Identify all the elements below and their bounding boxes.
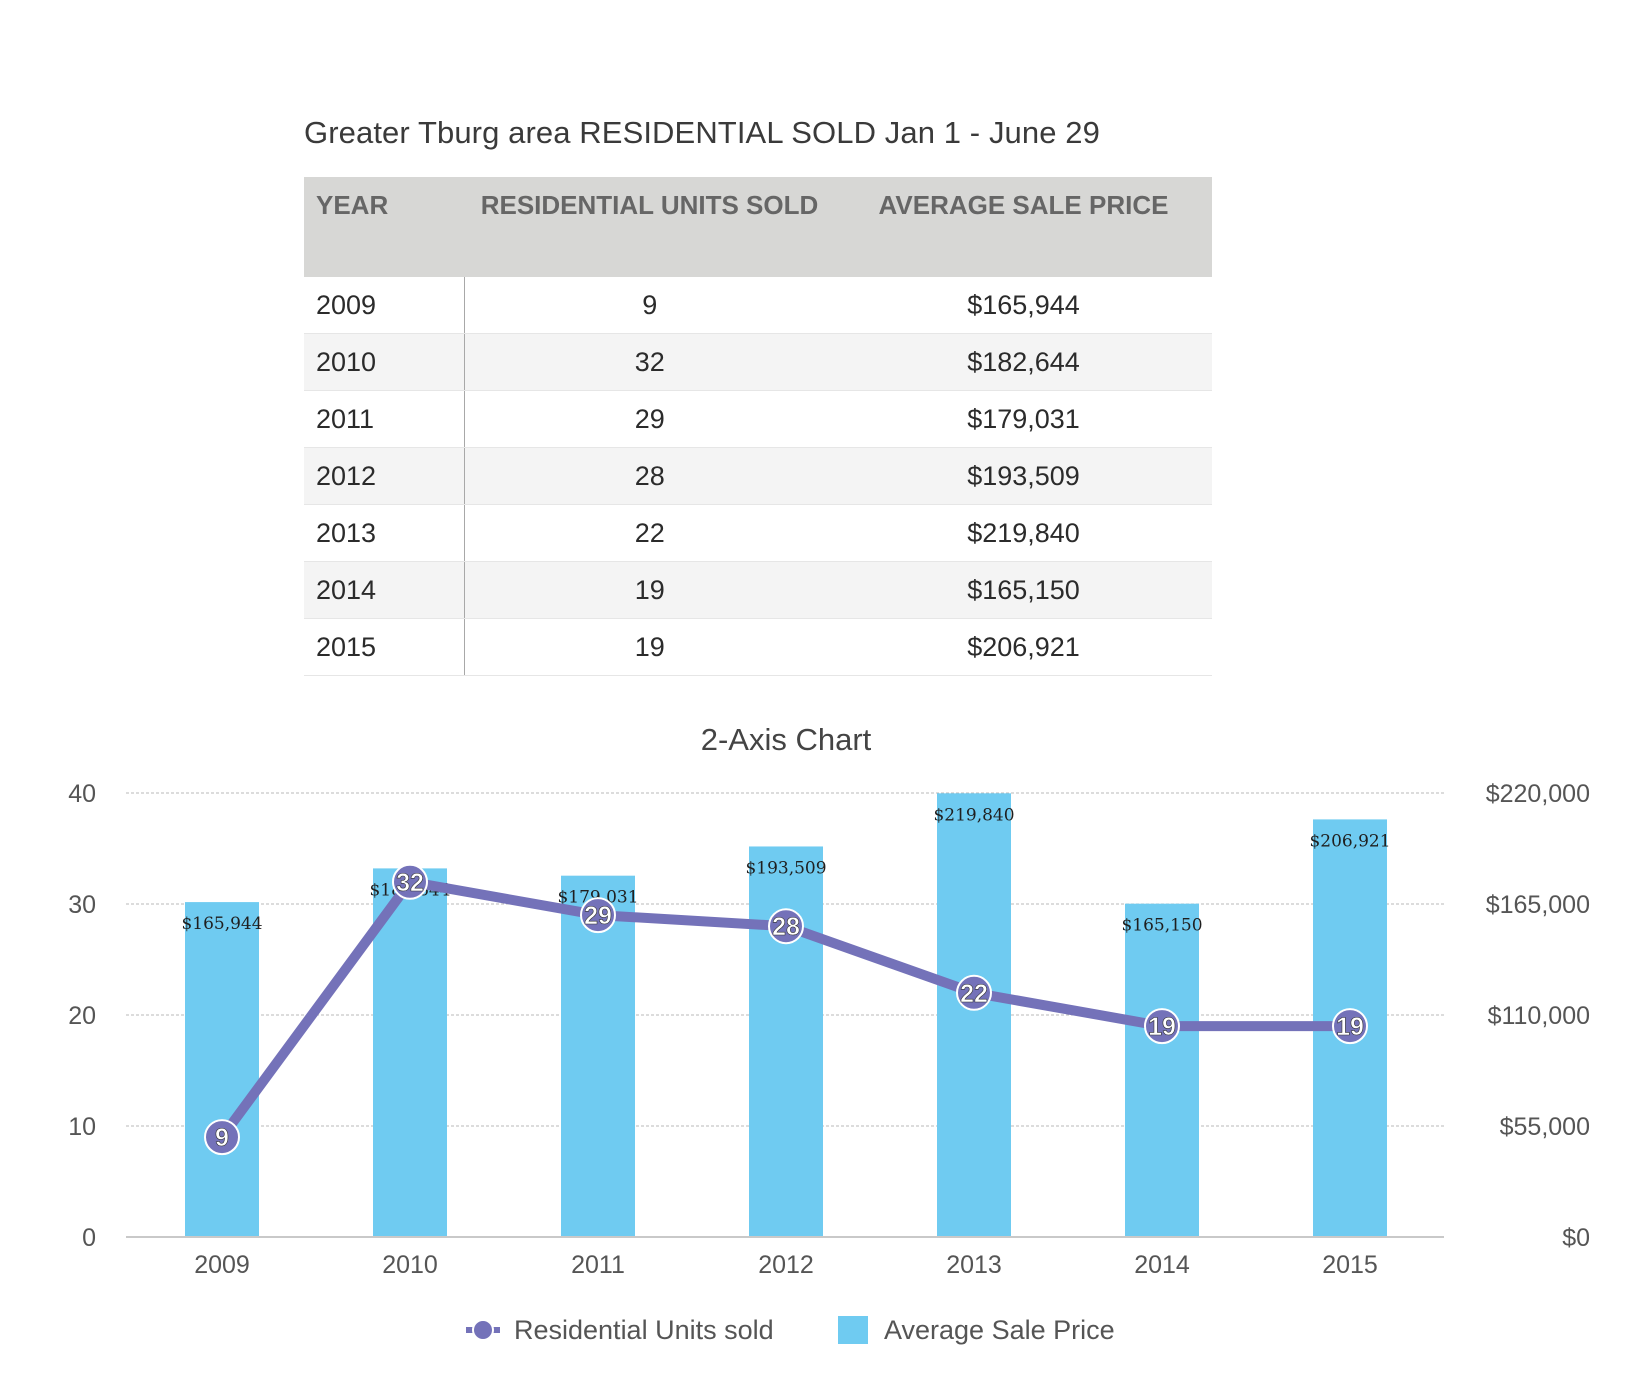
line-point-label: 29 [584, 902, 612, 930]
table-title: Greater Tburg area RESIDENTIAL SOLD Jan … [304, 115, 1100, 150]
y-right-tick-label: $110,000 [1488, 1002, 1590, 1030]
bar-average-sale-price [1125, 903, 1199, 1237]
line-point-label: 32 [396, 869, 424, 897]
cell-price: $165,944 [835, 277, 1212, 334]
y-right-tick-label: $0 [1562, 1224, 1590, 1252]
line-point-label: 19 [1148, 1013, 1176, 1041]
x-tick-label: 2015 [1322, 1251, 1378, 1279]
table-row: 2013 22 $219,840 [304, 504, 1212, 562]
legend-label-units: Residential Units sold [514, 1315, 774, 1345]
line-point-label: 19 [1336, 1013, 1364, 1041]
y-left-tick-label: 30 [68, 891, 96, 919]
cell-year: 2010 [304, 333, 465, 391]
bar-average-sale-price [561, 875, 635, 1237]
y-left-tick-label: 0 [82, 1224, 96, 1252]
cell-year: 2015 [304, 618, 465, 676]
table-row: 2011 29 $179,031 [304, 390, 1212, 448]
line-point [1332, 1008, 1368, 1045]
table-header-row: YEAR RESIDENTIAL UNITS SOLD AVERAGE SALE… [304, 177, 1212, 277]
bar-value-label: $219,840 [933, 805, 1014, 825]
cell-price: $206,921 [835, 618, 1212, 676]
line-point [956, 974, 992, 1011]
table-row: 2009 9 $165,944 [304, 277, 1212, 334]
bar-value-label: $193,509 [745, 858, 826, 878]
x-tick-label: 2014 [1134, 1251, 1190, 1279]
line-point [392, 863, 428, 900]
bar-average-sale-price [937, 793, 1011, 1237]
line-point [204, 1119, 240, 1156]
sales-table: YEAR RESIDENTIAL UNITS SOLD AVERAGE SALE… [304, 177, 1212, 676]
y-left-tick-label: 10 [68, 1113, 96, 1141]
table-row: 2012 28 $193,509 [304, 447, 1212, 505]
bar-value-label: $165,150 [1121, 916, 1202, 936]
x-tick-label: 2013 [946, 1251, 1002, 1279]
y-left-tick-label: 40 [68, 780, 96, 808]
cell-units: 19 [464, 618, 835, 676]
bar-average-sale-price [749, 846, 823, 1237]
x-tick-label: 2009 [194, 1251, 250, 1279]
y-right-tick-label: $55,000 [1500, 1113, 1590, 1141]
cell-units: 19 [464, 561, 835, 619]
bar-average-sale-price [373, 868, 447, 1237]
line-point [768, 908, 804, 945]
line-point-label: 28 [772, 913, 800, 941]
cell-price: $182,644 [835, 333, 1212, 391]
cell-year: 2009 [304, 277, 465, 334]
cell-units: 29 [464, 390, 835, 448]
y-right-tick-label: $165,000 [1486, 891, 1590, 919]
cell-units: 22 [464, 504, 835, 562]
cell-year: 2012 [304, 447, 465, 505]
line-point [580, 897, 616, 934]
x-tick-label: 2011 [571, 1251, 625, 1279]
y-left-tick-label: 20 [68, 1002, 96, 1030]
cell-units: 28 [464, 447, 835, 505]
chart-title: 2-Axis Chart [701, 722, 872, 757]
legend-line-marker [472, 1319, 494, 1341]
legend-bar-swatch [838, 1316, 868, 1344]
header-year: YEAR [304, 177, 464, 277]
table-row: 2010 32 $182,644 [304, 333, 1212, 391]
cell-year: 2013 [304, 504, 465, 562]
table-row: 2014 19 $165,150 [304, 561, 1212, 619]
line-point-label: 9 [215, 1124, 229, 1152]
bar-value-label: $165,944 [181, 914, 262, 934]
table-row: 2015 19 $206,921 [304, 618, 1212, 676]
header-average-sale-price: AVERAGE SALE PRICE [835, 177, 1212, 277]
legend-label-price: Average Sale Price [884, 1315, 1115, 1345]
cell-year: 2014 [304, 561, 465, 619]
cell-units: 32 [464, 333, 835, 391]
cell-units: 9 [464, 277, 835, 334]
cell-price: $165,150 [835, 561, 1212, 619]
bar-value-label: $206,921 [1309, 831, 1390, 851]
header-units-sold: RESIDENTIAL UNITS SOLD [464, 177, 835, 277]
cell-price: $219,840 [835, 504, 1212, 562]
cell-price: $179,031 [835, 390, 1212, 448]
cell-year: 2011 [304, 390, 465, 448]
line-point-label: 22 [960, 980, 988, 1008]
line-point [1144, 1008, 1180, 1045]
x-tick-label: 2012 [758, 1251, 814, 1279]
cell-price: $193,509 [835, 447, 1212, 505]
bar-average-sale-price [185, 902, 259, 1237]
y-right-tick-label: $220,000 [1486, 780, 1590, 808]
x-tick-label: 2010 [382, 1251, 438, 1279]
